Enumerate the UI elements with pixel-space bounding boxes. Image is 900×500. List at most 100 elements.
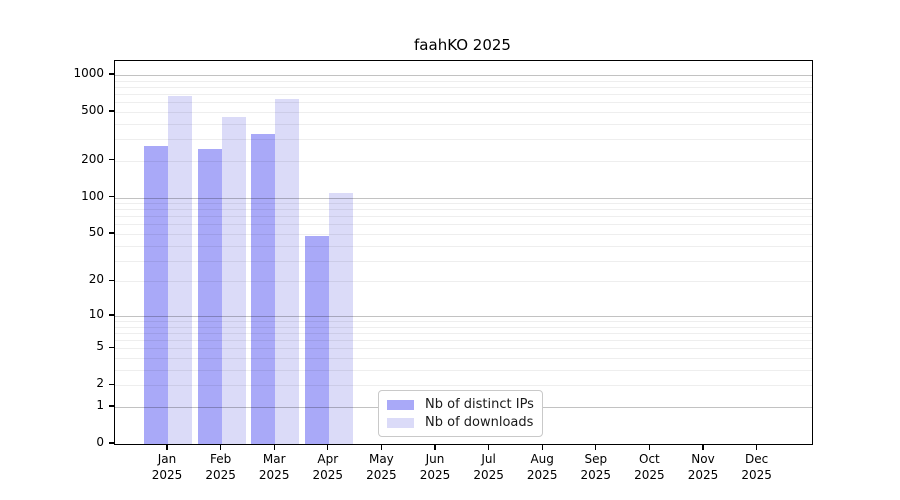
y-tick-mark <box>109 159 114 161</box>
y-tick-mark <box>109 232 114 234</box>
x-tick-mark <box>273 444 275 450</box>
y-tick-mark <box>109 195 114 198</box>
x-tick-label-apr: Apr 2025 <box>312 452 344 482</box>
y-tick-mark <box>109 314 114 316</box>
gridline-minor <box>115 358 812 360</box>
bar-jan-downloads <box>168 96 192 444</box>
bar-feb-distinct-ips <box>197 148 222 444</box>
gridline-major <box>115 197 812 199</box>
x-tick-year: 2025 <box>205 468 236 482</box>
y-tick-mark <box>109 73 114 75</box>
gridline-minor <box>115 332 812 334</box>
x-tick-label-oct: Oct 2025 <box>634 452 665 482</box>
y-tick-mark <box>109 442 114 444</box>
x-tick-mark <box>380 444 383 450</box>
gridline-minor <box>115 123 812 125</box>
x-tick-mark <box>595 444 597 450</box>
x-tick-mark <box>541 444 543 450</box>
y-tick-label-100: 100 <box>81 188 104 203</box>
gridline-minor <box>115 111 812 113</box>
gridline-minor <box>115 139 812 141</box>
y-tick-mark <box>109 383 114 385</box>
gridline-minor <box>115 80 812 82</box>
x-tick-year: 2025 <box>312 468 344 482</box>
x-tick-label-jul: Jul 2025 <box>473 452 504 482</box>
x-tick-label-aug: Aug 2025 <box>526 452 558 482</box>
y-tick-label-0: 0 <box>96 435 104 449</box>
gridline-minor <box>115 326 812 328</box>
x-tick-year: 2025 <box>580 468 612 482</box>
y-tick-label-500: 500 <box>81 102 104 117</box>
y-tick-label-200: 200 <box>81 151 104 166</box>
gridline-minor <box>115 160 812 162</box>
y-tick-label-10: 10 <box>88 306 104 321</box>
gridline-minor <box>115 86 812 88</box>
gridline-minor <box>115 216 812 218</box>
legend: Nb of distinct IPs Nb of downloads <box>378 390 543 437</box>
y-tick-label-20: 20 <box>88 272 104 287</box>
gridline-major <box>115 315 812 317</box>
x-tick-label-feb: Feb 2025 <box>205 452 236 482</box>
gridline-minor <box>115 233 812 235</box>
bar-feb-downloads <box>221 116 246 444</box>
chart-title: faahKO 2025 <box>414 36 511 54</box>
x-tick-year: 2025 <box>526 468 558 482</box>
bar-apr-distinct-ips <box>304 236 329 444</box>
x-tick-mark <box>327 444 329 450</box>
bar-mar-downloads <box>275 99 300 444</box>
legend-label-downloads: Nb of downloads <box>425 415 534 430</box>
legend-swatch-distinct-ips <box>387 399 414 410</box>
gridline-minor <box>115 340 812 342</box>
legend-item-distinct-ips: Nb of distinct IPs <box>387 397 534 412</box>
y-tick-mark <box>109 346 114 348</box>
gridline-minor <box>115 385 812 387</box>
legend-label-distinct-ips: Nb of distinct IPs <box>425 397 534 412</box>
gridline-minor <box>115 102 812 104</box>
x-tick-mark <box>434 444 436 450</box>
x-tick-year: 2025 <box>473 468 504 482</box>
x-tick-year: 2025 <box>151 468 183 482</box>
gridline-major <box>115 75 812 76</box>
y-tick-label-1: 1 <box>96 397 104 412</box>
x-tick-year: 2025 <box>258 468 290 482</box>
gridline-minor <box>115 94 812 96</box>
y-tick-mark <box>109 279 114 282</box>
x-tick-year: 2025 <box>687 468 719 482</box>
y-tick-mark <box>109 405 114 407</box>
x-tick-label-dec: Dec 2025 <box>741 452 772 482</box>
gridline-minor <box>115 224 812 226</box>
y-tick-label-2: 2 <box>96 376 104 391</box>
x-tick-label-may: May 2025 <box>366 452 397 482</box>
x-tick-year: 2025 <box>366 468 397 482</box>
gridline-minor <box>115 348 812 350</box>
x-tick-mark <box>487 444 490 450</box>
x-tick-year: 2025 <box>741 468 772 482</box>
y-tick-mark <box>109 110 114 112</box>
y-tick-label-1000: 1000 <box>73 66 104 80</box>
gridline-minor <box>115 321 812 323</box>
x-tick-mark <box>166 444 168 450</box>
x-tick-label-jan: Jan 2025 <box>151 452 183 482</box>
gridline-minor <box>115 369 812 371</box>
x-tick-mark <box>648 444 651 450</box>
y-tick-label-50: 50 <box>88 224 104 239</box>
x-tick-mark <box>755 444 758 450</box>
x-tick-mark <box>702 444 704 450</box>
bar-mar-distinct-ips <box>251 133 276 444</box>
bar-apr-downloads <box>328 193 353 444</box>
gridline-minor <box>115 209 812 211</box>
legend-item-downloads: Nb of downloads <box>387 415 534 430</box>
plot-area <box>114 60 813 445</box>
legend-swatch-downloads <box>387 417 414 428</box>
gridline-minor <box>115 245 812 247</box>
x-tick-year: 2025 <box>419 468 451 482</box>
x-tick-mark <box>219 444 222 450</box>
gridline-minor <box>115 260 812 262</box>
x-tick-label-nov: Nov 2025 <box>687 452 719 482</box>
x-tick-label-mar: Mar 2025 <box>258 452 290 482</box>
x-tick-year: 2025 <box>634 468 665 482</box>
gridline-minor <box>115 281 812 283</box>
y-tick-label-5: 5 <box>96 339 104 354</box>
x-tick-label-jun: Jun 2025 <box>419 452 451 482</box>
